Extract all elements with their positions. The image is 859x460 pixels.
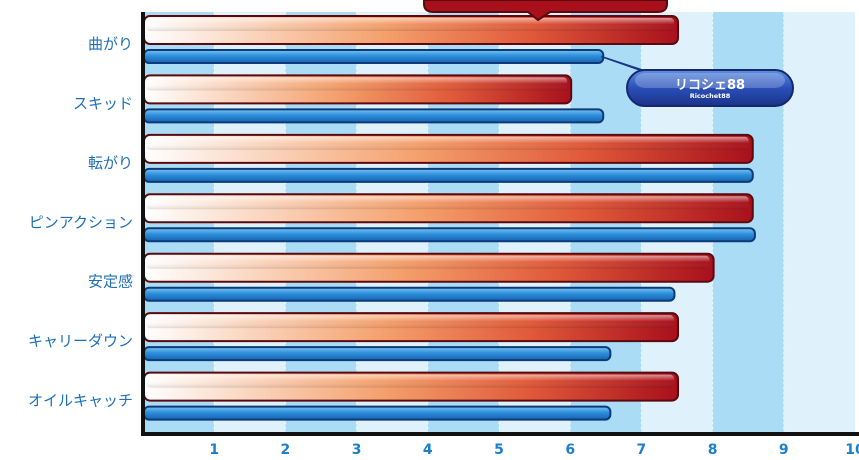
bar-series2 (143, 286, 676, 302)
bar-series1-shine (146, 18, 674, 31)
series-callout-subname: Ricochet88 (690, 92, 731, 100)
callout-bubble-top (423, 0, 668, 22)
background-band (783, 12, 855, 434)
x-tick-label: 9 (779, 442, 789, 458)
bar-series1-shine (146, 255, 710, 269)
x-tick-label: 2 (281, 442, 291, 458)
x-tick-label: 1 (209, 442, 219, 458)
x-tick-label: 8 (708, 442, 718, 458)
category-label: ピンアクション (29, 213, 133, 231)
x-tick-label: 4 (423, 442, 433, 458)
bar-series2 (143, 49, 605, 64)
category-label: 曲がり (88, 35, 133, 53)
x-tick-label: 7 (637, 442, 647, 458)
x-tick-label: 3 (352, 442, 362, 458)
bar-series2 (143, 405, 612, 421)
category-label: オイルキャッチ (28, 392, 133, 410)
x-tick-label: 10 (845, 442, 859, 458)
bar-series2 (143, 167, 754, 183)
bar-series1-shine (146, 77, 568, 91)
bar-series1-shine (146, 315, 674, 329)
series-callout-pill (626, 69, 794, 107)
category-label: 安定感 (88, 273, 133, 291)
bar-series1-shine (146, 374, 674, 388)
bar-series2 (143, 346, 612, 362)
bar-series2 (143, 108, 605, 124)
category-label: 転がり (88, 154, 133, 172)
bar-series2 (143, 227, 756, 243)
series-callout-name: リコシェ88 (675, 78, 745, 93)
category-label: スキッド (73, 94, 133, 112)
x-tick-label: 5 (494, 442, 504, 458)
x-tick-label: 6 (565, 442, 575, 458)
bar-series1-shine (146, 136, 749, 150)
category-label: キャリーダウン (28, 332, 133, 350)
bar-series1-shine (146, 196, 749, 210)
series-callout-shine (635, 73, 785, 88)
